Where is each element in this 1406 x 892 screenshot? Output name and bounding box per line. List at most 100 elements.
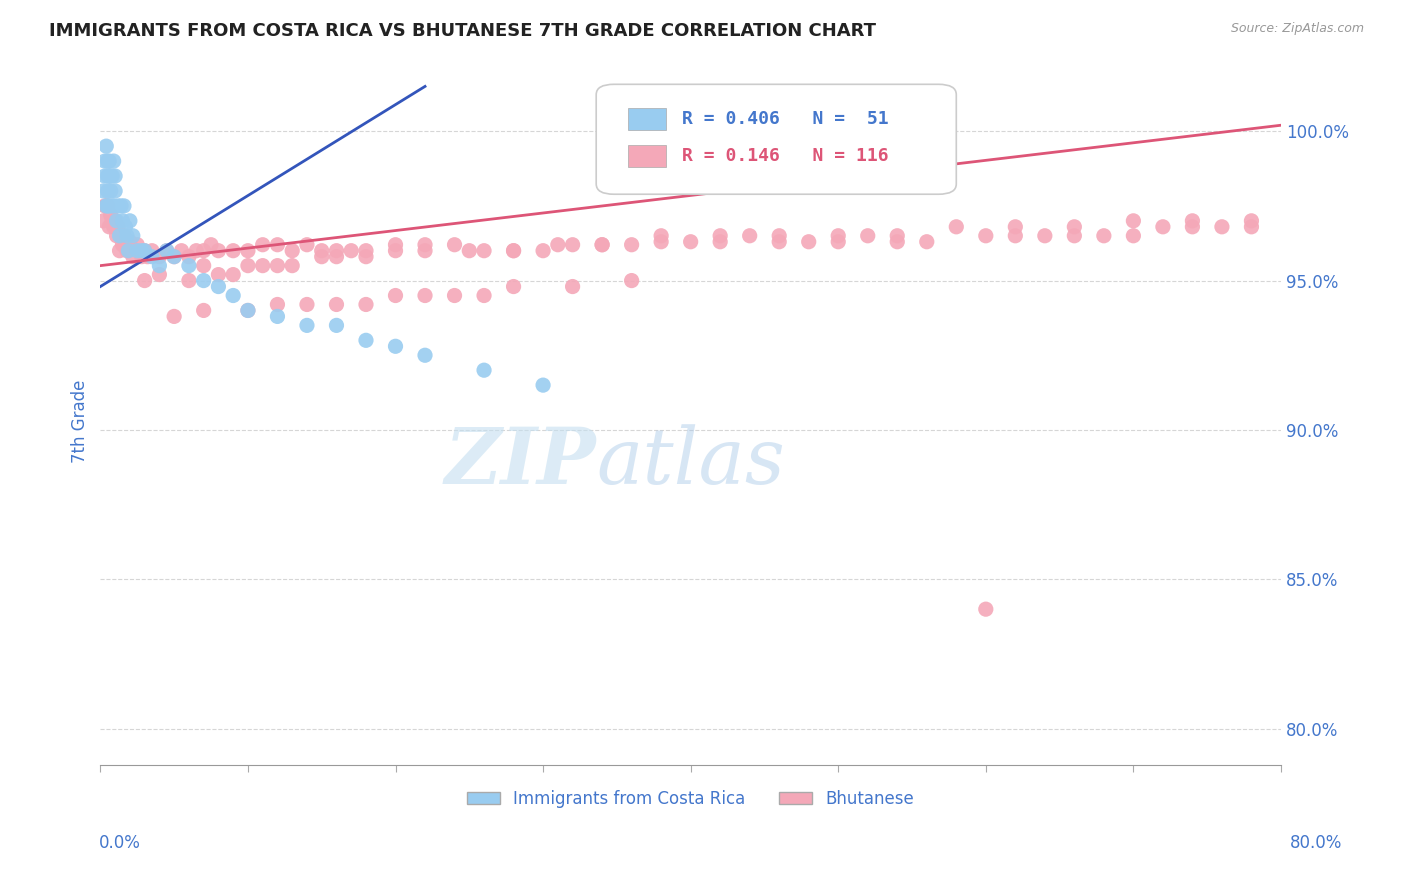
Point: [114, 219, 136, 234]
Point: [1004, 219, 1026, 234]
Point: [111, 214, 134, 228]
Point: [177, 259, 200, 273]
Point: [295, 318, 318, 333]
Point: [384, 237, 406, 252]
Point: [110, 199, 132, 213]
Point: [207, 244, 229, 258]
Text: Source: ZipAtlas.com: Source: ZipAtlas.com: [1230, 22, 1364, 36]
Point: [156, 244, 179, 258]
Point: [1004, 228, 1026, 243]
Legend: Immigrants from Costa Rica, Bhutanese: Immigrants from Costa Rica, Bhutanese: [460, 783, 921, 814]
Point: [458, 244, 481, 258]
Text: R = 0.146   N = 116: R = 0.146 N = 116: [682, 147, 889, 165]
Point: [472, 244, 495, 258]
Point: [148, 250, 170, 264]
Point: [709, 228, 731, 243]
Point: [163, 250, 186, 264]
Point: [1122, 214, 1144, 228]
Point: [131, 250, 153, 264]
Point: [101, 214, 124, 228]
Point: [856, 228, 879, 243]
Point: [105, 214, 128, 228]
Point: [222, 268, 245, 282]
Point: [325, 318, 347, 333]
Point: [281, 259, 304, 273]
Point: [252, 259, 274, 273]
Point: [134, 244, 156, 258]
Point: [768, 235, 790, 249]
Point: [121, 228, 143, 243]
Point: [325, 250, 347, 264]
Point: [97, 184, 120, 198]
Point: [413, 288, 436, 302]
Point: [413, 244, 436, 258]
Text: ZIP: ZIP: [444, 424, 596, 500]
Point: [236, 259, 259, 273]
Point: [156, 244, 179, 258]
Point: [679, 235, 702, 249]
Point: [117, 244, 139, 258]
Point: [141, 244, 163, 258]
Point: [1063, 219, 1085, 234]
Point: [266, 297, 288, 311]
Point: [134, 274, 156, 288]
Point: [98, 154, 121, 169]
Point: [97, 199, 120, 213]
Point: [768, 228, 790, 243]
Point: [141, 250, 163, 264]
Point: [104, 169, 127, 183]
Point: [531, 378, 554, 392]
Point: [738, 228, 761, 243]
Point: [97, 199, 120, 213]
Point: [94, 169, 117, 183]
Point: [118, 214, 141, 228]
Point: [94, 154, 117, 169]
Point: [591, 237, 613, 252]
Point: [121, 250, 143, 264]
Text: atlas: atlas: [596, 424, 785, 500]
Point: [650, 235, 672, 249]
Point: [354, 334, 377, 348]
Point: [108, 244, 131, 258]
Point: [107, 219, 129, 234]
Point: [709, 235, 731, 249]
Point: [413, 237, 436, 252]
Point: [100, 169, 122, 183]
Y-axis label: 7th Grade: 7th Grade: [72, 379, 89, 463]
Point: [325, 297, 347, 311]
Point: [118, 235, 141, 249]
Point: [325, 244, 347, 258]
Point: [620, 274, 643, 288]
Point: [97, 154, 120, 169]
Point: [193, 303, 215, 318]
Point: [107, 199, 129, 213]
Point: [1122, 228, 1144, 243]
Point: [103, 219, 125, 234]
Point: [100, 208, 122, 222]
Point: [104, 184, 127, 198]
Point: [384, 339, 406, 353]
Text: IMMIGRANTS FROM COSTA RICA VS BHUTANESE 7TH GRADE CORRELATION CHART: IMMIGRANTS FROM COSTA RICA VS BHUTANESE …: [49, 22, 876, 40]
Point: [1181, 214, 1204, 228]
Point: [311, 244, 333, 258]
Point: [112, 228, 135, 243]
Point: [354, 244, 377, 258]
Point: [547, 237, 569, 252]
Point: [96, 139, 118, 153]
Point: [886, 235, 908, 249]
Point: [591, 237, 613, 252]
Point: [110, 228, 132, 243]
Point: [103, 199, 125, 213]
Point: [886, 228, 908, 243]
Point: [827, 228, 849, 243]
Point: [1181, 219, 1204, 234]
Point: [101, 199, 124, 213]
Point: [1240, 219, 1263, 234]
Point: [91, 214, 114, 228]
Point: [108, 228, 131, 243]
Point: [163, 250, 186, 264]
Point: [974, 228, 997, 243]
Point: [384, 288, 406, 302]
Point: [1152, 219, 1174, 234]
Point: [266, 310, 288, 324]
